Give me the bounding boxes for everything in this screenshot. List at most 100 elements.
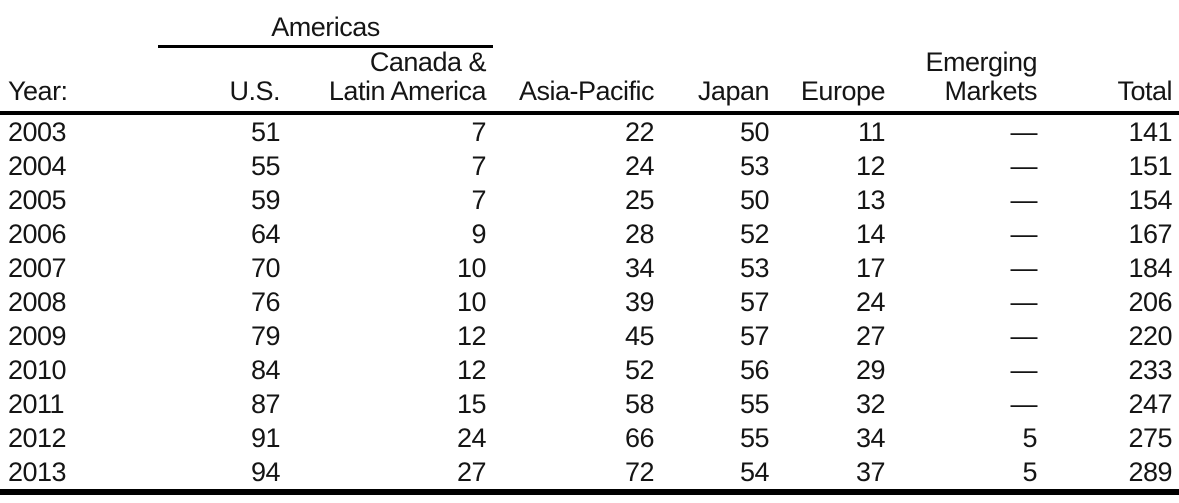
canada-latam-cell: 15 (456, 388, 487, 419)
europe-cell: 14 (855, 218, 886, 249)
asia-pacific-cell: 25 (624, 184, 655, 215)
us-cell: 91 (250, 422, 281, 453)
asia-pacific-cell: 39 (624, 286, 655, 317)
asia-pacific-cell: 52 (624, 354, 655, 385)
column-header-europe: Europe (776, 46, 892, 115)
asia-pacific-cell: 58 (624, 388, 655, 419)
us-cell: 87 (250, 388, 281, 419)
total-cell: 289 (1044, 454, 1179, 495)
year-cell: 2006 (8, 218, 67, 249)
europe-cell: 13 (855, 184, 886, 215)
year-cell: 2004 (8, 150, 67, 181)
total-cell: 247 (1128, 388, 1172, 419)
year-cell: 2008 (8, 286, 67, 317)
emerging-markets-cell: — (1010, 388, 1038, 419)
column-header-japan: Japan (661, 46, 776, 115)
column-header-emerging-markets: Emerging Markets (892, 46, 1044, 115)
us-cell: 55 (250, 150, 281, 181)
us-cell: 76 (250, 286, 281, 317)
year-cell: 2011 (8, 388, 65, 419)
total-cell: 167 (1128, 218, 1172, 249)
table-row-2007: 2007 70 10 34 53 17 — 184 (0, 251, 1179, 285)
column-header-total: Total (1044, 46, 1179, 115)
column-header-row: Year: U.S. Canada & Latin America Asia-P… (0, 46, 1179, 115)
emerging-markets-cell: — (1010, 354, 1038, 385)
japan-cell: 53 (739, 252, 770, 283)
total-cell: 233 (1128, 354, 1172, 385)
emerging-markets-cell: — (1010, 320, 1038, 351)
europe-cell: 29 (855, 354, 886, 385)
japan-cell: 53 (739, 150, 770, 181)
year-cell: 2005 (8, 184, 67, 215)
group-header-row: Americas (0, 0, 1179, 48)
total-cell: 220 (1128, 320, 1172, 351)
group-header-americas: Americas (158, 0, 493, 48)
europe-cell: 37 (776, 454, 892, 495)
table-header: Americas Year: U.S. Canada & Latin Ameri… (0, 0, 1179, 115)
europe-cell: 17 (855, 252, 886, 283)
europe-cell: 32 (855, 388, 886, 419)
table-row-2003: 2003 51 7 22 50 11 — 141 (0, 113, 1179, 149)
europe-cell: 34 (855, 422, 886, 453)
canada-latam-cell: 10 (456, 286, 487, 317)
emerging-markets-cell: — (1010, 286, 1038, 317)
canada-latam-cell: 7 (471, 150, 486, 181)
canada-latam-cell: 7 (471, 184, 486, 215)
us-cell: 94 (158, 454, 287, 495)
year-cell: 2010 (8, 354, 67, 385)
asia-pacific-cell: 72 (493, 454, 661, 495)
asia-pacific-cell: 45 (624, 320, 655, 351)
japan-cell: 56 (739, 354, 770, 385)
table-body: 2003 51 7 22 50 11 — 141 2004 55 7 24 53… (0, 113, 1179, 495)
total-cell: 141 (1128, 116, 1172, 147)
table-row-2010: 2010 84 12 52 56 29 — 233 (0, 353, 1179, 387)
canada-latam-cell: 7 (471, 116, 486, 147)
asia-pacific-cell: 66 (624, 422, 655, 453)
us-cell: 64 (250, 218, 281, 249)
canada-latam-cell: 27 (287, 454, 493, 495)
asia-pacific-cell: 22 (624, 116, 655, 147)
table-row-2009: 2009 79 12 45 57 27 — 220 (0, 319, 1179, 353)
canada-latam-cell: 10 (456, 252, 487, 283)
group-header-label: Americas (271, 11, 380, 42)
year-cell: 2007 (8, 252, 67, 283)
total-cell: 275 (1128, 422, 1172, 453)
year-cell: 2009 (8, 320, 67, 351)
asia-pacific-cell: 28 (624, 218, 655, 249)
table-row-2004: 2004 55 7 24 53 12 — 151 (0, 149, 1179, 183)
us-cell: 70 (250, 252, 281, 283)
japan-cell: 50 (739, 116, 770, 147)
japan-cell: 54 (661, 454, 776, 495)
column-header-us: U.S. (158, 46, 287, 115)
emerging-markets-cell: — (1010, 218, 1038, 249)
year-cell: 2013 (0, 454, 158, 495)
emerging-markets-cell: 5 (1022, 422, 1037, 453)
spanner-spacer (493, 0, 1179, 46)
europe-cell: 11 (857, 116, 886, 147)
europe-cell: 27 (855, 320, 886, 351)
emerging-markets-cell: — (1010, 184, 1038, 215)
year-cell: 2003 (8, 116, 67, 147)
emerging-markets-cell: — (1010, 252, 1038, 283)
japan-cell: 55 (739, 422, 770, 453)
table-row-2006: 2006 64 9 28 52 14 — 167 (0, 217, 1179, 251)
table-row-2011: 2011 87 15 58 55 32 — 247 (0, 387, 1179, 421)
canada-latam-cell: 12 (456, 354, 487, 385)
japan-cell: 55 (739, 388, 770, 419)
total-cell: 184 (1128, 252, 1172, 283)
total-cell: 151 (1128, 150, 1172, 181)
table-row-2012: 2012 91 24 66 55 34 5 275 (0, 421, 1179, 455)
canada-latam-cell: 12 (456, 320, 487, 351)
total-cell: 206 (1128, 286, 1172, 317)
table-row-2005: 2005 59 7 25 50 13 — 154 (0, 183, 1179, 217)
us-cell: 79 (250, 320, 281, 351)
table-row-2013: 2013 94 27 72 54 37 5 289 (0, 454, 1179, 495)
canada-latam-cell: 24 (456, 422, 487, 453)
us-cell: 59 (250, 184, 281, 215)
emerging-markets-cell: — (1010, 116, 1038, 147)
table-row-2008: 2008 76 10 39 57 24 — 206 (0, 285, 1179, 319)
column-header-asia-pacific: Asia-Pacific (493, 46, 661, 115)
year-cell: 2012 (8, 422, 67, 453)
spanner-spacer (0, 0, 158, 46)
